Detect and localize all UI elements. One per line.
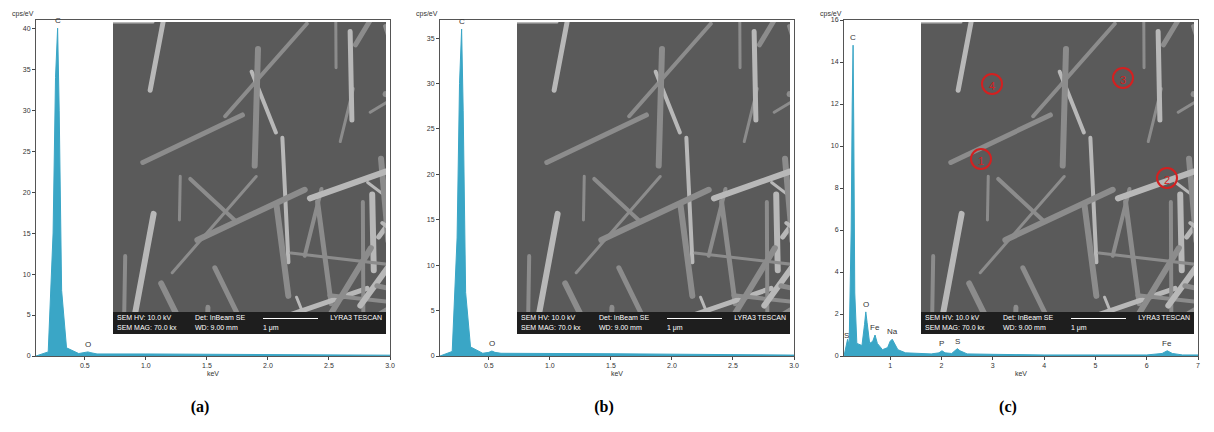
html-text:LYRA3 TESCAN: LYRA3 TESCAN [734, 314, 786, 321]
svg-text:O: O [85, 340, 91, 349]
html-text:Det: InBeam SE: Det: InBeam SE [195, 314, 246, 321]
html-text:1 μm: 1 μm [263, 324, 279, 331]
svg-text:5: 5 [27, 311, 31, 318]
svg-text:cps/eV: cps/eV [416, 10, 438, 18]
svg-text:C: C [850, 33, 856, 42]
html-text:1 μm: 1 μm [1071, 324, 1087, 331]
html-text:LYRA3 TESCAN: LYRA3 TESCAN [1138, 314, 1190, 321]
svg-text:35: 35 [23, 66, 31, 73]
svg-text:keV: keV [207, 370, 219, 377]
svg-text:30: 30 [427, 80, 435, 87]
svg-text:10: 10 [831, 142, 839, 149]
html-text:SEM HV: 10.0 kV: SEM HV: 10.0 kV [925, 314, 980, 321]
svg-text:4: 4 [835, 268, 839, 275]
html-text:WD: 9.00 mm: WD: 9.00 mm [195, 324, 238, 331]
svg-text:2.5: 2.5 [728, 362, 738, 369]
svg-text:6: 6 [835, 226, 839, 233]
html-text:(a): (a) [190, 398, 210, 415]
svg-text:5: 5 [1093, 362, 1097, 369]
svg-text:20: 20 [23, 189, 31, 196]
svg-text:10: 10 [427, 262, 435, 269]
svg-text:keV: keV [1015, 370, 1027, 377]
svg-text:7: 7 [1196, 362, 1200, 369]
svg-text:cps/eV: cps/eV [820, 10, 842, 18]
svg-text:Fe: Fe [870, 323, 880, 332]
svg-text:0: 0 [431, 352, 435, 359]
svg-text:1.0: 1.0 [545, 362, 555, 369]
html-text:WD: 9.00 mm: WD: 9.00 mm [599, 324, 642, 331]
svg-text:12: 12 [831, 100, 839, 107]
html-text:SEM HV: 10.0 kV: SEM HV: 10.0 kV [521, 314, 576, 321]
svg-text:0: 0 [835, 352, 839, 359]
svg-text:6: 6 [1145, 362, 1149, 369]
svg-text:O: O [863, 300, 869, 309]
svg-text:4: 4 [1042, 362, 1046, 369]
svg-text:10: 10 [23, 271, 31, 278]
svg-text:14: 14 [831, 58, 839, 65]
html-text:SEM MAG: 70.0 kx: SEM MAG: 70.0 kx [117, 324, 177, 331]
svg-text:15: 15 [427, 216, 435, 223]
svg-text:3.0: 3.0 [385, 362, 395, 369]
svg-text:20: 20 [427, 171, 435, 178]
html-text:3: 3 [1119, 74, 1127, 86]
svg-text:P: P [939, 339, 944, 348]
svg-text:1.0: 1.0 [141, 362, 151, 369]
svg-text:2.0: 2.0 [667, 362, 677, 369]
svg-text:Fe: Fe [1162, 339, 1172, 348]
svg-text:1.5: 1.5 [202, 362, 212, 369]
svg-text:keV: keV [611, 370, 623, 377]
html-text:2: 2 [1163, 174, 1171, 186]
svg-text:1: 1 [888, 362, 892, 369]
html-text:Det: InBeam SE: Det: InBeam SE [1003, 314, 1054, 321]
svg-text:3.0: 3.0 [789, 362, 799, 369]
html-text:SEM MAG: 70.0 kx: SEM MAG: 70.0 kx [521, 324, 581, 331]
html-text:(c): (c) [999, 398, 1017, 415]
html-text:4: 4 [988, 80, 996, 92]
svg-text:S: S [844, 331, 849, 340]
svg-text:30: 30 [23, 107, 31, 114]
svg-text:5: 5 [431, 307, 435, 314]
svg-text:O: O [489, 339, 495, 348]
html-text:Det: InBeam SE: Det: InBeam SE [599, 314, 650, 321]
svg-text:0.5: 0.5 [484, 362, 494, 369]
html-text:LYRA3 TESCAN: LYRA3 TESCAN [330, 314, 382, 321]
svg-text:2.0: 2.0 [263, 362, 273, 369]
svg-text:8: 8 [835, 184, 839, 191]
svg-text:cps/eV: cps/eV [12, 10, 34, 18]
svg-text:15: 15 [23, 230, 31, 237]
svg-text:C: C [459, 17, 465, 26]
svg-text:3: 3 [991, 362, 995, 369]
svg-text:25: 25 [427, 125, 435, 132]
html-text:1 μm: 1 μm [667, 324, 683, 331]
svg-text:Na: Na [887, 327, 898, 336]
svg-text:0: 0 [27, 352, 31, 359]
html-text:SEM HV: 10.0 kV: SEM HV: 10.0 kV [117, 314, 172, 321]
svg-text:C: C [55, 16, 61, 25]
html-text:WD: 9.00 mm: WD: 9.00 mm [1003, 324, 1046, 331]
html-text:(b): (b) [594, 398, 614, 415]
svg-text:0.5: 0.5 [80, 362, 90, 369]
html-text:SEM MAG: 70.0 kx: SEM MAG: 70.0 kx [925, 324, 985, 331]
svg-text:35: 35 [427, 35, 435, 42]
svg-text:40: 40 [23, 25, 31, 32]
svg-text:2: 2 [940, 362, 944, 369]
svg-text:2: 2 [835, 310, 839, 317]
svg-text:S: S [955, 337, 960, 346]
svg-text:25: 25 [23, 148, 31, 155]
svg-text:2.5: 2.5 [324, 362, 334, 369]
svg-text:1.5: 1.5 [606, 362, 616, 369]
html-text:1: 1 [977, 155, 985, 167]
svg-text:16: 16 [831, 16, 839, 23]
